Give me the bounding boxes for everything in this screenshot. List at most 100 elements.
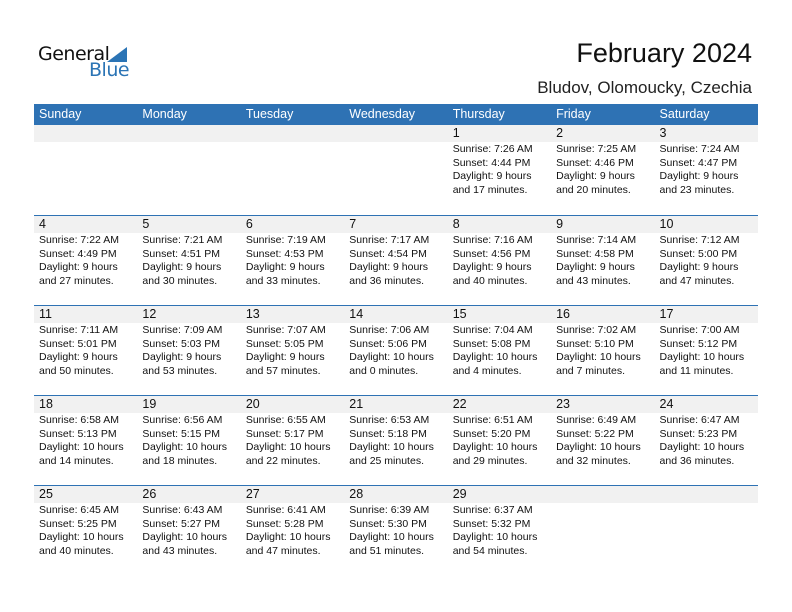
daylight-text: Daylight: 9 hours (39, 261, 118, 273)
daylight-text: Daylight: 9 hours (245, 261, 325, 273)
sunrise-text: Sunrise: 7:17 AM (349, 234, 430, 246)
sunrise-text: Sunrise: 7:11 AM (39, 324, 119, 336)
day-number: 29 (452, 487, 467, 501)
daylight-text: Daylight: 10 hours (556, 441, 641, 453)
minutes-text: and 22 minutes. (245, 454, 321, 467)
sun-info: Sunrise: 6:56 AM Sunset: 5:15 PM Daylight:… (142, 414, 240, 468)
sunrise-text: Sunrise: 6:45 AM (39, 504, 119, 516)
day-cell: 2 Sunrise: 7:25 AM Sunset: 4:46 PM Daylight… (551, 125, 654, 215)
sun-info: Sunrise: 6:53 AM Sunset: 5:18 PM Daylight:… (349, 414, 447, 468)
minutes-text: and 47 minutes. (245, 544, 321, 557)
daylight-text: Daylight: 9 hours (659, 261, 739, 273)
day-cell: 20 Sunrise: 6:55 AM Sunset: 5:17 PM Dayligh… (241, 396, 344, 485)
daylight-text: Daylight: 9 hours (556, 261, 635, 273)
sun-info: Sunrise: 6:49 AM Sunset: 5:22 PM Daylight:… (556, 414, 654, 468)
sunrise-text: Sunrise: 7:00 AM (659, 324, 740, 336)
day-number: 23 (556, 397, 571, 411)
day-number-band (34, 306, 758, 323)
day-cell: 13 Sunrise: 7:07 AM Sunset: 5:05 PM Dayligh… (241, 306, 344, 395)
sun-info: Sunrise: 7:12 AM Sunset: 5:00 PM Daylight:… (660, 234, 758, 288)
daylight-text: Daylight: 9 hours (142, 261, 222, 273)
day-cell: 22 Sunrise: 6:51 AM Sunset: 5:20 PM Dayligh… (448, 396, 551, 485)
daylight-text: Daylight: 10 hours (142, 531, 228, 543)
sunrise-text: Sunrise: 6:55 AM (245, 414, 326, 426)
day-number: 12 (142, 307, 157, 321)
sunrise-text: Sunrise: 7:02 AM (556, 324, 637, 336)
day-number: 5 (142, 217, 150, 231)
day-number: 6 (245, 217, 253, 231)
minutes-text: and 53 minutes. (142, 364, 218, 377)
sunrise-text: Sunrise: 6:53 AM (349, 414, 430, 426)
weekday-wednesday: Wednesday (349, 107, 416, 121)
sunrise-text: Sunrise: 6:47 AM (659, 414, 740, 426)
minutes-text: and 14 minutes. (39, 454, 114, 467)
sunset-text: Sunset: 4:47 PM (659, 156, 738, 169)
daylight-text: Daylight: 10 hours (39, 441, 124, 453)
sunset-text: Sunset: 4:58 PM (556, 247, 634, 260)
weekday-saturday: Saturday (659, 107, 710, 121)
daylight-text: Daylight: 10 hours (659, 351, 745, 363)
sun-info: Sunrise: 7:24 AM Sunset: 4:47 PM Daylight:… (660, 143, 758, 197)
sun-info: Sunrise: 6:39 AM Sunset: 5:30 PM Daylight:… (349, 504, 447, 558)
sunrise-text: Sunrise: 6:43 AM (142, 504, 223, 516)
sun-info: Sunrise: 6:51 AM Sunset: 5:20 PM Daylight:… (453, 414, 551, 468)
sunset-text: Sunset: 4:44 PM (452, 156, 531, 169)
sun-info: Sunrise: 6:47 AM Sunset: 5:23 PM Daylight:… (660, 414, 758, 468)
week-row: 11 Sunrise: 7:11 AM Sunset: 5:01 PM Dayligh… (34, 305, 758, 395)
daylight-text: Daylight: 10 hours (349, 441, 434, 453)
day-number: 22 (452, 397, 467, 411)
day-cell: 17 Sunrise: 7:00 AM Sunset: 5:12 PM Dayligh… (655, 306, 758, 395)
daylight-text: Daylight: 10 hours (349, 531, 434, 543)
minutes-text: and 32 minutes. (556, 454, 631, 467)
day-cell: 14 Sunrise: 7:06 AM Sunset: 5:06 PM Dayligh… (344, 306, 447, 395)
day-number: 21 (349, 397, 364, 411)
minutes-text: and 17 minutes. (452, 183, 528, 196)
day-number: 3 (659, 126, 667, 140)
sunrise-text: Sunrise: 6:51 AM (452, 414, 533, 426)
sunrise-text: Sunrise: 7:26 AM (452, 143, 533, 155)
minutes-text: and 0 minutes. (349, 364, 419, 377)
sunset-text: Sunset: 5:10 PM (556, 337, 634, 350)
logo-triangle-icon (107, 47, 127, 62)
day-cell: 9 Sunrise: 7:14 AM Sunset: 4:58 PM Daylight… (551, 216, 654, 305)
day-number: 4 (39, 217, 46, 231)
minutes-text: and 25 minutes. (349, 454, 424, 467)
day-cell: 25 Sunrise: 6:45 AM Sunset: 5:25 PM Dayligh… (34, 486, 137, 575)
day-cell: 16 Sunrise: 7:02 AM Sunset: 5:10 PM Dayligh… (551, 306, 654, 395)
sunset-text: Sunset: 5:25 PM (39, 517, 117, 530)
sunset-text: Sunset: 5:01 PM (39, 337, 117, 350)
sun-info: Sunrise: 7:22 AM Sunset: 4:49 PM Daylight:… (39, 234, 137, 288)
empty-day-cell (137, 125, 240, 215)
weekday-friday: Friday (556, 107, 591, 121)
daylight-text: Daylight: 10 hours (659, 441, 745, 453)
day-cell: 10 Sunrise: 7:12 AM Sunset: 5:00 PM Dayligh… (655, 216, 758, 305)
logo-text-general: General (38, 43, 110, 65)
daylight-text: Daylight: 10 hours (39, 531, 124, 543)
sunset-text: Sunset: 4:51 PM (142, 247, 221, 260)
day-number-band (34, 125, 758, 142)
daylight-text: Daylight: 10 hours (452, 441, 538, 453)
minutes-text: and 29 minutes. (452, 454, 528, 467)
daylight-text: Daylight: 9 hours (556, 170, 635, 182)
sun-info: Sunrise: 7:19 AM Sunset: 4:53 PM Daylight:… (246, 234, 344, 288)
sun-info: Sunrise: 7:04 AM Sunset: 5:08 PM Daylight:… (453, 324, 551, 378)
daylight-text: Daylight: 10 hours (556, 351, 641, 363)
sun-info: Sunrise: 7:26 AM Sunset: 4:44 PM Daylight:… (453, 143, 551, 197)
sun-info: Sunrise: 6:43 AM Sunset: 5:27 PM Daylight:… (142, 504, 240, 558)
empty-day-cell (655, 486, 758, 575)
empty-day-cell (34, 125, 137, 215)
minutes-text: and 11 minutes. (659, 364, 734, 377)
day-number: 17 (659, 307, 674, 321)
sun-info: Sunrise: 7:14 AM Sunset: 4:58 PM Daylight:… (556, 234, 654, 288)
day-number: 26 (142, 487, 157, 501)
day-cell: 7 Sunrise: 7:17 AM Sunset: 4:54 PM Daylight… (344, 216, 447, 305)
week-row: 4 Sunrise: 7:22 AM Sunset: 4:49 PM Daylight… (34, 215, 758, 305)
weekday-sunday: Sunday (39, 107, 82, 121)
day-cell: 18 Sunrise: 6:58 AM Sunset: 5:13 PM Dayligh… (34, 396, 137, 485)
minutes-text: and 43 minutes. (142, 544, 218, 557)
day-cell: 21 Sunrise: 6:53 AM Sunset: 5:18 PM Dayligh… (344, 396, 447, 485)
day-cell: 11 Sunrise: 7:11 AM Sunset: 5:01 PM Dayligh… (34, 306, 137, 395)
day-number: 8 (452, 217, 460, 231)
sun-info: Sunrise: 7:06 AM Sunset: 5:06 PM Daylight:… (349, 324, 447, 378)
day-number: 20 (245, 397, 260, 411)
